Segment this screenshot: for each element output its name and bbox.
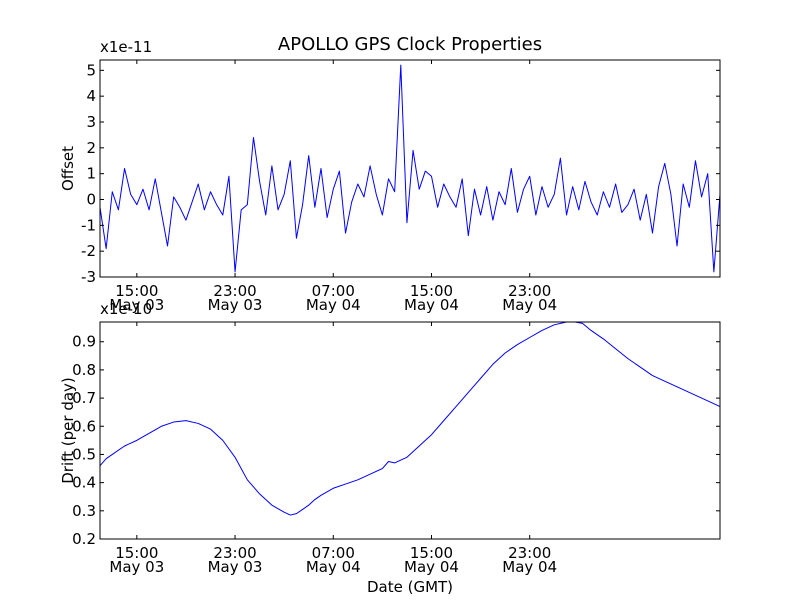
y-tick-label: 0.4 xyxy=(72,474,96,492)
axis-scale-label: x1e-11 xyxy=(100,38,152,56)
y-tick-label: 0.7 xyxy=(72,389,96,407)
x-tick-time-label: 15:00 xyxy=(115,544,158,562)
axis-scale-label: x1e-10 xyxy=(100,300,152,318)
x-tick-date-label: May 04 xyxy=(502,296,557,314)
x-axis-label: Date (GMT) xyxy=(367,578,453,596)
x-tick-time-label: 15:00 xyxy=(410,282,453,300)
x-tick-date-label: May 04 xyxy=(306,296,361,314)
x-tick-date-label: May 03 xyxy=(109,296,164,314)
x-tick-time-label: 23:00 xyxy=(213,544,256,562)
x-tick-time-label: 23:00 xyxy=(508,544,551,562)
y-tick-label: 0.6 xyxy=(72,417,96,435)
y-tick-label: 0.2 xyxy=(72,530,96,548)
series-line-drift xyxy=(100,322,720,516)
x-tick-time-label: 23:00 xyxy=(508,282,551,300)
y-tick-label: 5 xyxy=(86,61,96,79)
chart-title: APOLLO GPS Clock Properties xyxy=(278,34,542,55)
y-tick-label: 1 xyxy=(86,165,96,183)
y-tick-label: 0.5 xyxy=(72,445,96,463)
x-tick-date-label: May 03 xyxy=(109,558,164,576)
x-tick-date-label: May 03 xyxy=(208,296,263,314)
x-tick-time-label: 15:00 xyxy=(410,544,453,562)
x-tick-time-label: 23:00 xyxy=(213,282,256,300)
series-line-offset xyxy=(100,64,720,273)
y-tick-label: 4 xyxy=(86,87,96,105)
x-tick-time-label: 15:00 xyxy=(115,282,158,300)
x-tick-date-label: May 04 xyxy=(404,296,459,314)
x-tick-time-label: 07:00 xyxy=(312,282,355,300)
y-axis-label: Offset xyxy=(59,146,77,191)
axes-frame xyxy=(99,321,721,540)
axes-frame xyxy=(99,59,721,278)
y-tick-label: 3 xyxy=(86,113,96,131)
y-tick-label: 0.8 xyxy=(72,361,96,379)
x-tick-date-label: May 04 xyxy=(404,558,459,576)
x-tick-date-label: May 03 xyxy=(208,558,263,576)
y-axis-label: Drift (per day) xyxy=(59,377,77,484)
x-tick-time-label: 07:00 xyxy=(312,544,355,562)
y-tick-label: 0 xyxy=(86,191,96,209)
y-tick-label: -2 xyxy=(81,242,96,260)
y-tick-label: -1 xyxy=(81,216,96,234)
y-tick-label: -3 xyxy=(81,268,96,286)
y-tick-label: 0.9 xyxy=(72,333,96,351)
y-tick-label: 2 xyxy=(86,139,96,157)
x-tick-date-label: May 04 xyxy=(502,558,557,576)
x-tick-date-label: May 04 xyxy=(306,558,361,576)
y-tick-label: 0.3 xyxy=(72,502,96,520)
